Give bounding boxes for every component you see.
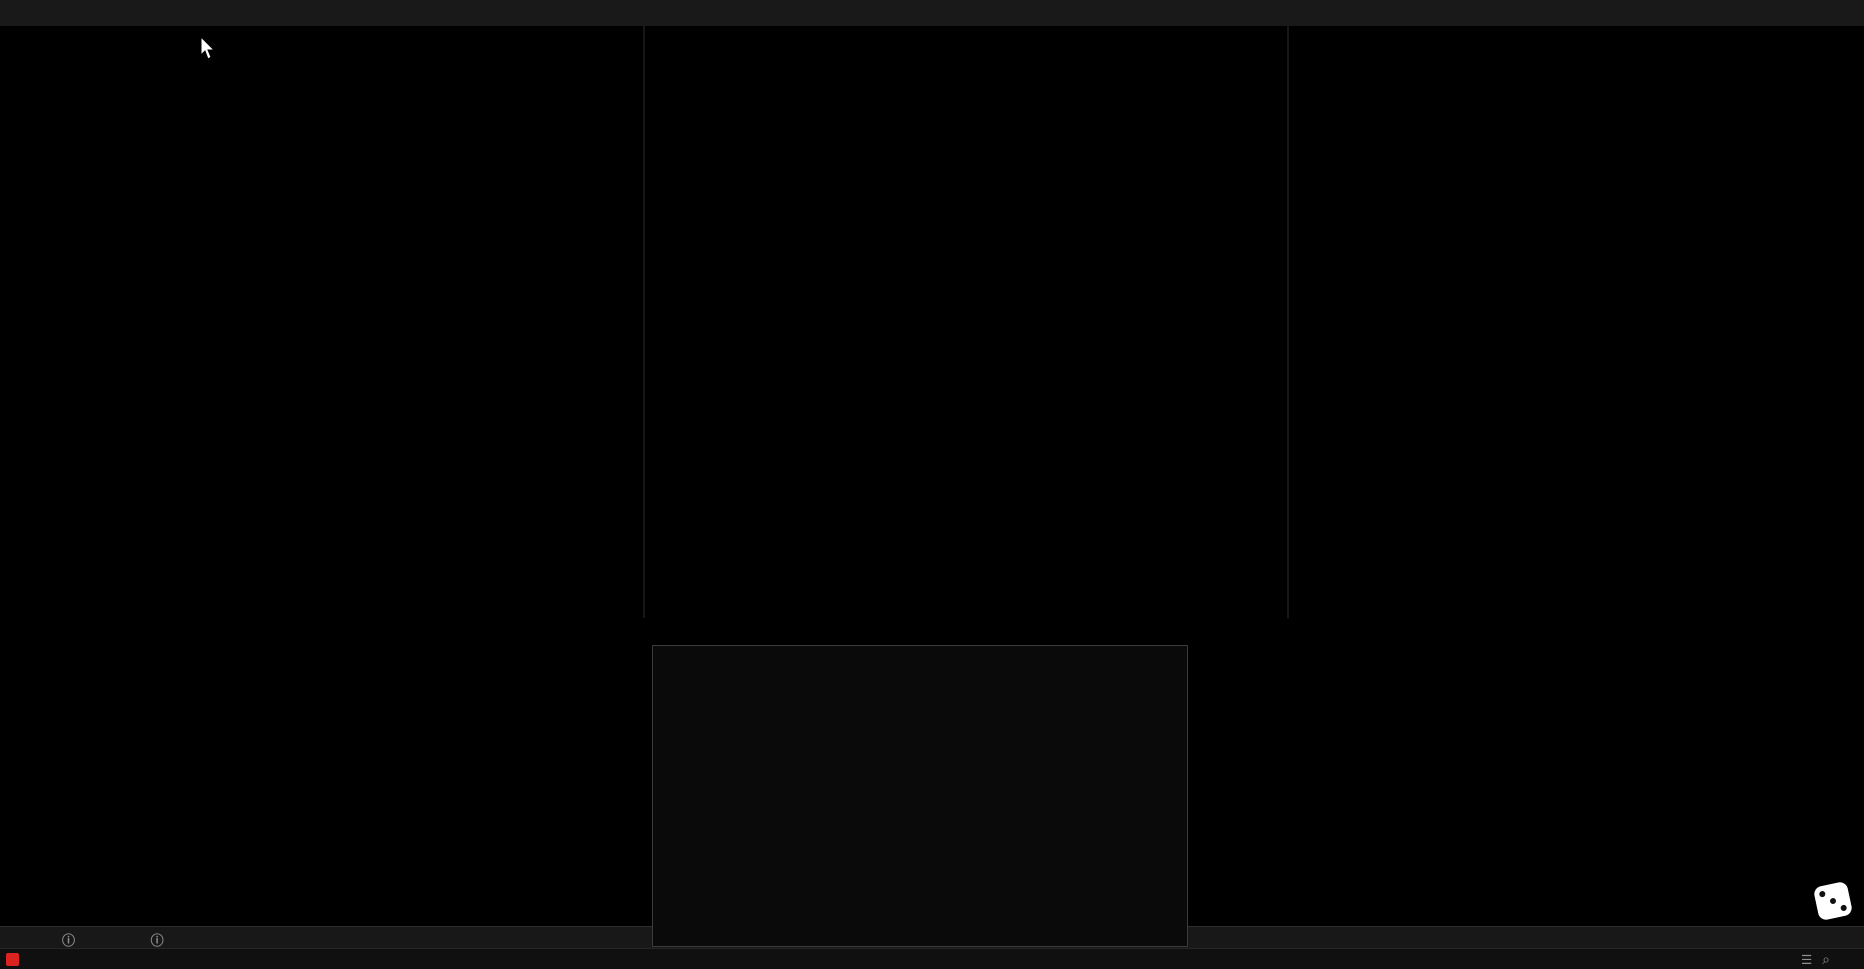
menu-icon[interactable]: ☰ — [1800, 953, 1813, 967]
live-icon — [6, 953, 19, 966]
panel-divider — [1287, 26, 1289, 618]
dice-icon — [1812, 880, 1854, 922]
info-icon[interactable]: ⓘ — [62, 933, 76, 948]
mouse-cursor — [200, 35, 216, 60]
index-tab-bar — [0, 0, 1864, 27]
stock-alert-window — [652, 645, 1188, 947]
info-icon[interactable]: ⓘ — [150, 933, 164, 948]
watermark — [1812, 880, 1856, 922]
news-ticker: ☰ ⌕ — [0, 948, 1864, 969]
search-icon[interactable]: ⌕ — [1822, 951, 1830, 967]
panel-divider — [643, 26, 645, 618]
